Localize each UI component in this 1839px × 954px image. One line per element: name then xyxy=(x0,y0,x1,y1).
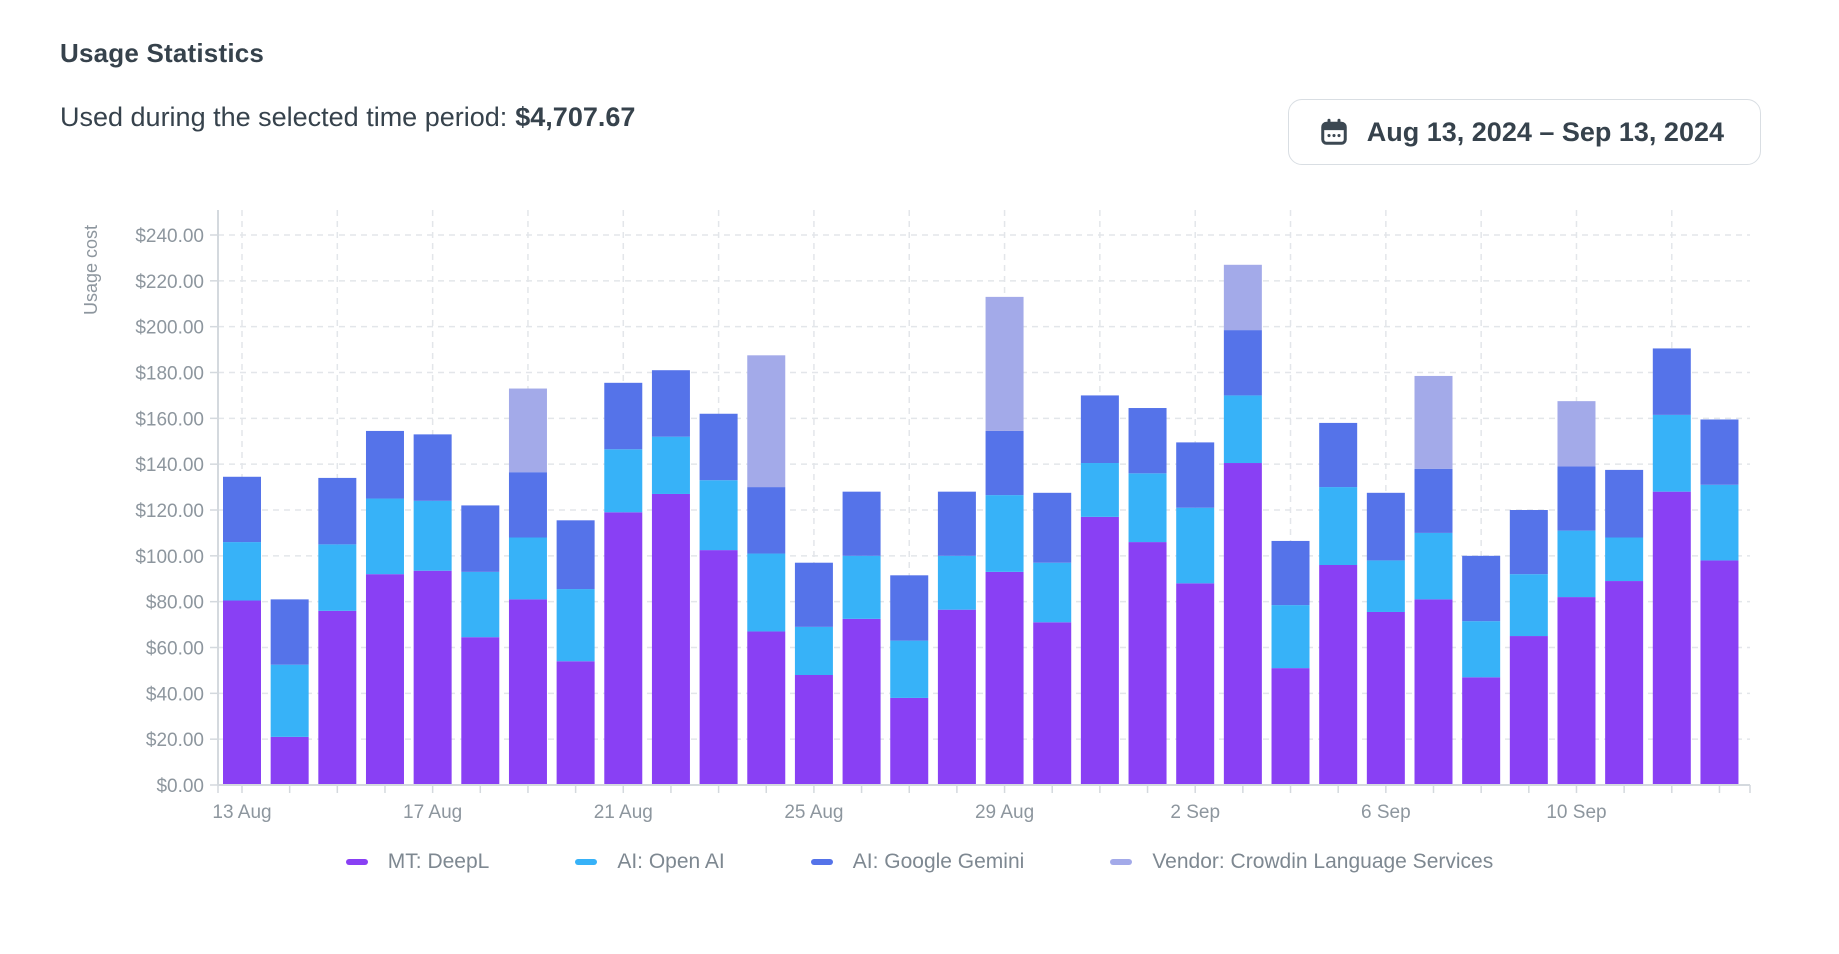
x-tick-label: 2 Sep xyxy=(1170,802,1220,823)
bar[interactable] xyxy=(461,505,500,785)
legend-item-ai-open-ai[interactable]: AI: Open AI xyxy=(575,850,725,874)
y-tick-label: $40.00 xyxy=(146,684,204,705)
bar[interactable] xyxy=(794,562,833,785)
y-tick-label: $20.00 xyxy=(146,730,204,751)
bar[interactable] xyxy=(556,520,595,785)
date-range-picker[interactable]: Aug 13, 2024 – Sep 13, 2024 xyxy=(1287,99,1761,165)
bar[interactable] xyxy=(890,575,929,785)
calendar-icon xyxy=(1319,117,1349,147)
x-ticks xyxy=(217,785,1751,793)
y-tick-label: $240.00 xyxy=(135,226,204,247)
legend-label: AI: Open AI xyxy=(617,850,725,873)
y-tick-label: $80.00 xyxy=(146,593,204,614)
legend-swatch xyxy=(345,859,368,865)
x-tick-label: 13 Aug xyxy=(212,802,271,823)
bar[interactable] xyxy=(223,476,261,785)
chart-legend: MT: DeepL AI: Open AI AI: Google Gemini Ven… xyxy=(0,850,1839,874)
legend-swatch xyxy=(575,859,598,865)
bar[interactable] xyxy=(1080,395,1119,785)
axes xyxy=(217,210,1750,786)
period-total-value: $4,707.67 xyxy=(515,102,636,132)
y-tick-label: $140.00 xyxy=(135,455,204,476)
bar[interactable] xyxy=(1033,492,1072,785)
y-tick-labels: $0.00 $20.00 $40.00 $60.00 $80.00 $100.00 $120… xyxy=(135,226,218,797)
y-tick-label: $160.00 xyxy=(135,409,204,430)
legend-item-ai-google-gemini[interactable]: AI: Google Gemini xyxy=(810,850,1025,874)
period-total: Used during the selected time period: $4,… xyxy=(60,102,635,133)
legend-label: Vendor: Crowdin Language Services xyxy=(1152,850,1494,873)
bars xyxy=(223,264,1739,785)
bar[interactable] xyxy=(1414,375,1453,785)
legend-label: AI: Google Gemini xyxy=(852,850,1025,873)
bar[interactable] xyxy=(1223,264,1262,785)
legend-item-vendor-crowdin-language-services[interactable]: Vendor: Crowdin Language Services xyxy=(1110,850,1493,874)
bar[interactable] xyxy=(1652,348,1691,785)
bar[interactable] xyxy=(985,296,1024,785)
bar[interactable] xyxy=(508,388,547,785)
bar[interactable] xyxy=(1557,401,1596,785)
legend-swatch xyxy=(1110,859,1133,865)
page-title: Usage Statistics xyxy=(60,38,265,68)
bar[interactable] xyxy=(604,382,643,785)
bar[interactable] xyxy=(937,491,976,785)
legend-item-mt-deepl[interactable]: MT: DeepL xyxy=(345,850,490,874)
x-tick-label: 25 Aug xyxy=(784,802,843,823)
bar[interactable] xyxy=(1509,510,1548,785)
y-tick-label: $60.00 xyxy=(146,639,204,660)
x-tick-label: 17 Aug xyxy=(403,802,462,823)
date-range-label: Aug 13, 2024 – Sep 13, 2024 xyxy=(1366,116,1724,147)
bar[interactable] xyxy=(1462,555,1501,785)
bar[interactable] xyxy=(1319,422,1358,785)
bar[interactable] xyxy=(270,599,309,785)
x-tick-label: 29 Aug xyxy=(975,802,1034,823)
bar[interactable] xyxy=(1128,408,1167,785)
bar[interactable] xyxy=(413,434,452,785)
y-tick-label: $220.00 xyxy=(135,272,204,293)
bar[interactable] xyxy=(1176,442,1215,785)
bar[interactable] xyxy=(842,491,881,785)
bar[interactable] xyxy=(318,477,357,785)
period-total-label: Used during the selected time period: xyxy=(60,102,508,132)
bar[interactable] xyxy=(747,355,786,785)
legend-label: MT: DeepL xyxy=(387,850,490,873)
legend-swatch xyxy=(810,859,833,865)
y-tick-label: $200.00 xyxy=(135,318,204,339)
y-axis-title: Usage cost xyxy=(81,225,101,315)
bar[interactable] xyxy=(1605,469,1644,785)
bar[interactable] xyxy=(651,370,690,785)
bar[interactable] xyxy=(1271,540,1310,785)
bar[interactable] xyxy=(1366,492,1405,785)
x-tick-label: 21 Aug xyxy=(594,802,653,823)
y-tick-label: $0.00 xyxy=(156,776,204,797)
x-tick-labels: 13 Aug 17 Aug 21 Aug 25 Aug 29 Aug 2 Sep 6 Sep… xyxy=(212,802,1606,823)
x-tick-label: 10 Sep xyxy=(1546,802,1606,823)
y-tick-label: $100.00 xyxy=(135,547,204,568)
x-tick-label: 6 Sep xyxy=(1361,802,1411,823)
y-tick-label: $180.00 xyxy=(135,364,204,385)
bar[interactable] xyxy=(699,413,738,785)
bar[interactable] xyxy=(365,430,404,785)
bar[interactable] xyxy=(1700,419,1739,785)
y-tick-label: $120.00 xyxy=(135,501,204,522)
usage-cost-chart[interactable]: $0.00 $20.00 $40.00 $60.00 $80.00 $100.00 $120… xyxy=(0,170,1839,830)
